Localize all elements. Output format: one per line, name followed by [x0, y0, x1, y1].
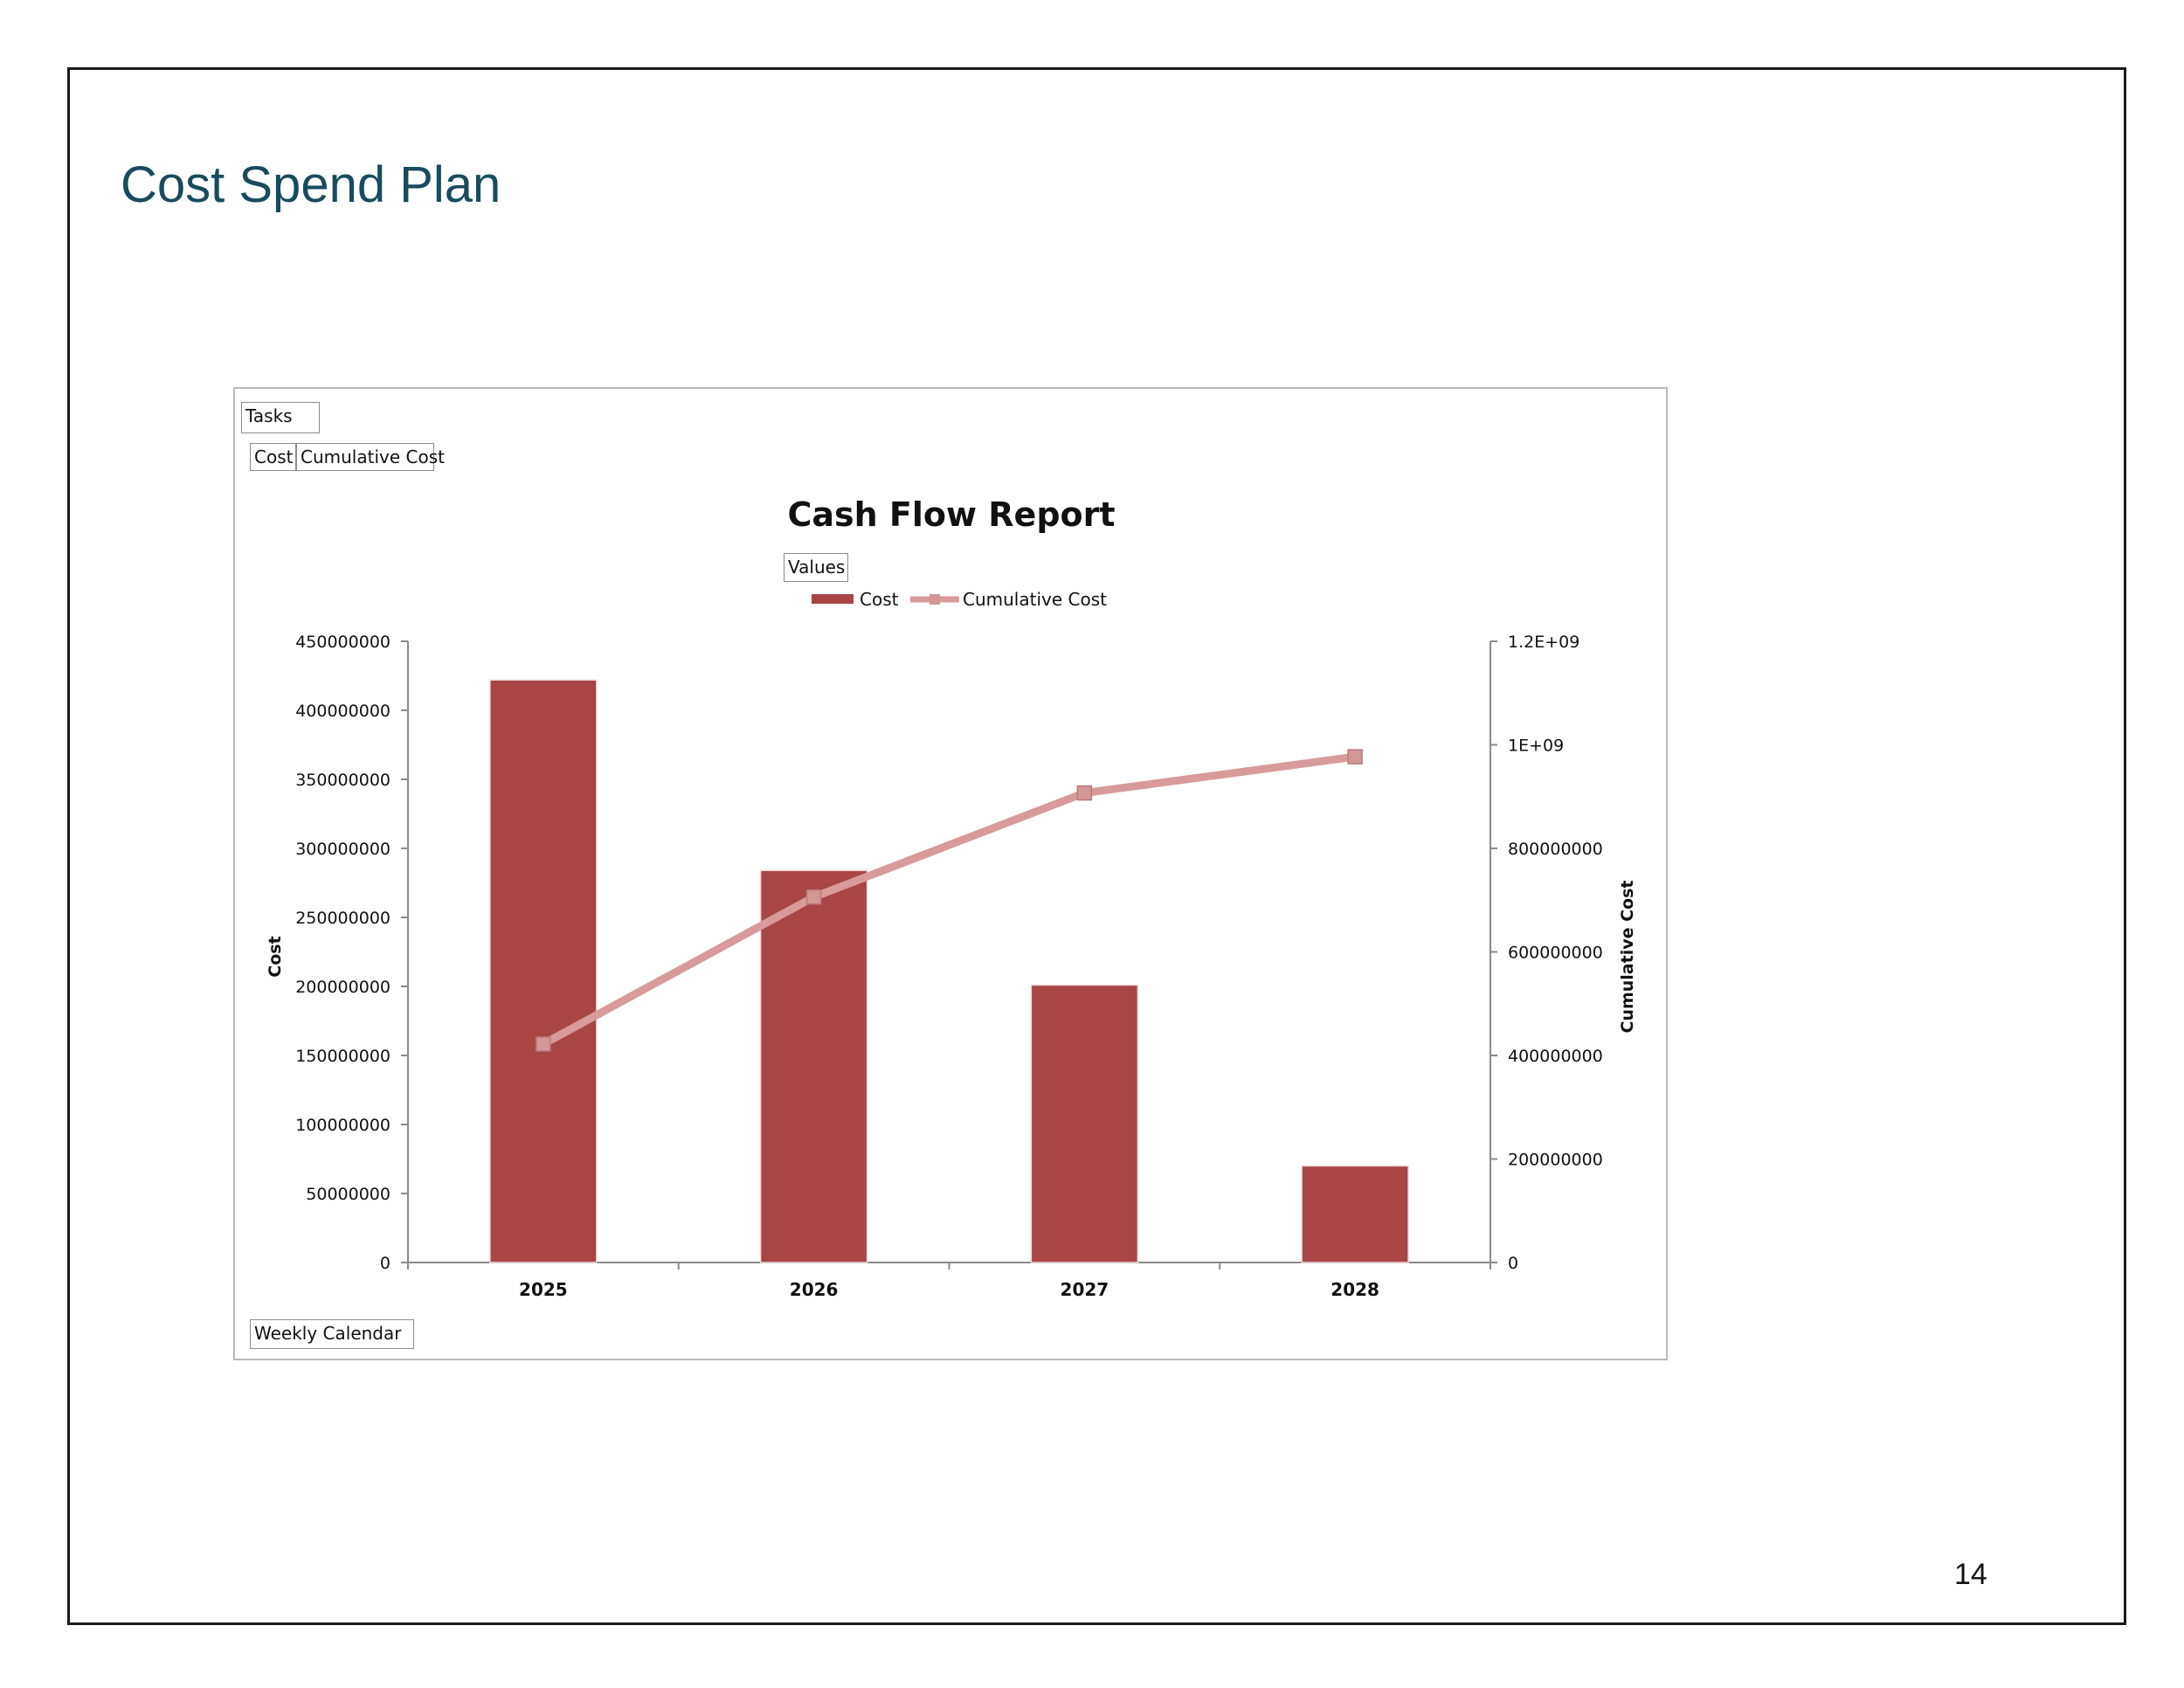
y-tick-label: 250000000: [295, 909, 390, 928]
y2-tick-label: 1.2E+09: [1508, 633, 1579, 652]
point-cumulative-cost: [1076, 785, 1093, 801]
values-field-button[interactable]: Values: [784, 553, 848, 582]
values-field-label: Values: [788, 557, 846, 578]
legend-label-cumulative-cost: Cumulative Cost: [963, 589, 1107, 610]
value-field-cost-label: Cost: [254, 446, 294, 467]
y-tick-label: 100000000: [295, 1116, 390, 1135]
point-cumulative-cost: [536, 1036, 551, 1052]
chart-frame: Tasks Cost Cumulative Cost Values Weekly…: [233, 387, 1668, 1360]
value-field-cumulative-cost-button[interactable]: Cumulative Cost: [296, 443, 445, 471]
bar-cost: [1030, 984, 1139, 1263]
y2-axis-label: Cumulative Cost: [1618, 881, 1637, 1034]
filter-field-label: Tasks: [245, 405, 293, 426]
line-cumulative-cost: [541, 752, 1356, 1048]
y-tick-label: 350000000: [295, 771, 390, 790]
y-tick-label: 300000000: [295, 840, 390, 859]
value-field-cost-button[interactable]: Cost: [250, 443, 296, 471]
y-tick-label: 0: [380, 1254, 390, 1273]
filter-field-button[interactable]: Tasks: [241, 402, 320, 433]
x-tick-label: 2026: [790, 1279, 839, 1300]
bars: [489, 679, 1409, 1263]
y-axis-label: Cost: [266, 936, 285, 977]
y2-tick-label: 600000000: [1508, 944, 1603, 963]
cumulative-cost-line: [536, 749, 1363, 1052]
y-tick-label: 150000000: [295, 1047, 390, 1066]
bar-cost: [1301, 1165, 1409, 1263]
x-tick-label: 2027: [1061, 1279, 1109, 1300]
value-field-cumulative-cost-label: Cumulative Cost: [301, 446, 445, 467]
chart: Cash Flow Report Cost Cumulative Cost 0 50…: [266, 495, 1637, 1300]
y-tick-label: 50000000: [306, 1185, 390, 1204]
point-cumulative-cost: [1347, 749, 1363, 764]
slide-title: Cost Spend Plan: [121, 156, 501, 213]
legend-swatch-cost: [812, 594, 854, 604]
y2-tick-label: 400000000: [1508, 1047, 1603, 1066]
row-field-button[interactable]: Weekly Calendar: [250, 1319, 414, 1349]
legend: Cost Cumulative Cost: [812, 589, 1107, 610]
y-tick-label: 200000000: [295, 978, 390, 997]
y2-tick-label: 0: [1508, 1254, 1518, 1273]
row-field-label: Weekly Calendar: [254, 1323, 402, 1344]
point-cumulative-cost: [805, 889, 822, 905]
y-tick-label: 400000000: [295, 702, 390, 721]
legend-swatch-cumulative-marker: [930, 594, 940, 605]
bar-cost: [489, 679, 598, 1263]
x-tick-label: 2028: [1330, 1279, 1379, 1300]
chart-title: Cash Flow Report: [787, 495, 1115, 534]
x-tick-label: 2025: [519, 1279, 568, 1300]
y2-tick-label: 800000000: [1508, 840, 1603, 859]
page-number: 14: [1954, 1558, 1987, 1591]
axes: 0 50000000 100000000 150000000 200000000 2500…: [295, 633, 1603, 1300]
legend-label-cost: Cost: [860, 589, 899, 610]
y2-tick-label: 1E+09: [1508, 737, 1564, 756]
bar-cost: [759, 869, 868, 1263]
y-tick-label: 450000000: [295, 633, 390, 652]
y2-tick-label: 200000000: [1508, 1151, 1603, 1170]
